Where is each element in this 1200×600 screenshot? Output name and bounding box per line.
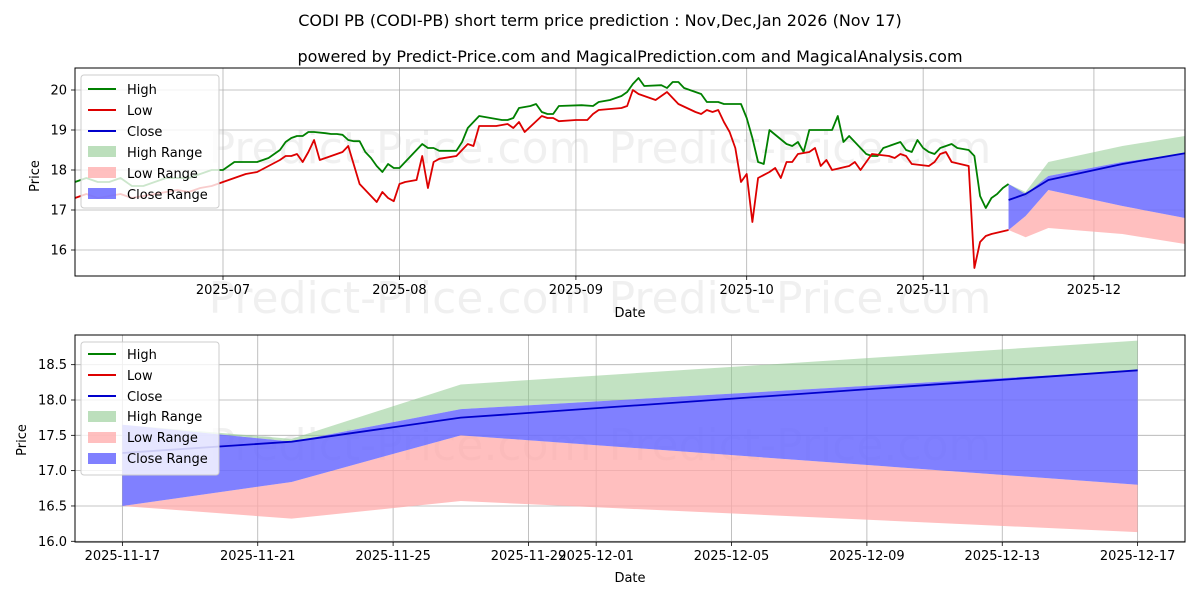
x-tick-label: 2025-09: [549, 283, 603, 298]
y-axis-ticks: 16 17 18 19 20: [50, 84, 75, 259]
legend-label-high: High: [127, 348, 157, 363]
legend: High Low Close High Range Low Range Clos…: [80, 341, 220, 476]
legend-label-close-range: Close Range: [127, 188, 208, 203]
x-tick-label: 2025-12-01: [558, 549, 634, 564]
low-range-band: [1008, 190, 1185, 244]
x-tick-label: 2025-12-17: [1100, 549, 1176, 564]
y-tick-label: 18.5: [38, 358, 67, 373]
y-tick-label: 17.5: [38, 429, 67, 444]
y-tick-label: 16.5: [38, 499, 67, 514]
x-axis-ticks: 2025-07 2025-08 2025-09 2025-10 2025-11 2025-…: [196, 276, 1121, 298]
x-tick-label: 2025-12: [1067, 283, 1121, 298]
range-bands: [1008, 136, 1185, 244]
series-lines: [74, 77, 1186, 269]
plot-frame: [74, 67, 1186, 277]
legend-swatch-low-range: [88, 432, 116, 443]
x-tick-label: 2025-08: [372, 283, 426, 298]
legend-label-close: Close: [127, 390, 162, 405]
x-tick-label: 2025-12-13: [964, 549, 1040, 564]
x-axis-label: Date: [614, 571, 645, 586]
watermark-text: Predict-Price.com: [609, 123, 992, 174]
legend-label-close-range: Close Range: [127, 452, 208, 467]
low-series-line: [74, 89, 1009, 269]
y-axis-ticks: 16.0 16.5 17.0 17.5 18.0 18.5: [38, 358, 75, 550]
legend-swatch-close-range: [88, 453, 116, 464]
chart-title: CODI PB (CODI-PB) short term price predi…: [298, 11, 901, 30]
close-range-band: [122, 370, 1138, 506]
legend-label-low-range: Low Range: [127, 167, 198, 182]
y-tick-label: 17: [50, 204, 67, 219]
y-tick-label: 17.0: [38, 464, 67, 479]
legend-label-low: Low: [127, 369, 153, 384]
history-panel: Predict-Price.com Predict-Price.com Pred…: [28, 67, 1186, 324]
x-axis-ticks: 2025-11-17 2025-11-21 2025-11-25 2025-11-29…: [85, 542, 1176, 564]
y-axis-label: Price: [28, 160, 43, 192]
legend: High Low Close High Range Low Range Clos…: [80, 74, 220, 209]
legend-swatch-high-range: [88, 411, 116, 422]
x-tick-label: 2025-11-29: [491, 549, 567, 564]
y-tick-label: 20: [50, 84, 67, 99]
legend-label-high: High: [127, 83, 157, 98]
low-range-band: [122, 435, 1138, 533]
y-tick-label: 19: [50, 124, 67, 139]
forecast-panel: Predict-Price.com Predict-Price.com 2025…: [15, 334, 1186, 586]
y-axis-label: Price: [15, 424, 30, 456]
plot-frame: [74, 334, 1186, 543]
y-tick-label: 16: [50, 244, 67, 259]
watermark-text: Predict-Price.com: [209, 273, 592, 324]
x-tick-label: 2025-11: [896, 283, 950, 298]
x-tick-label: 2025-07: [196, 283, 250, 298]
legend-label-low-range: Low Range: [127, 431, 198, 446]
x-tick-label: 2025-10: [720, 283, 774, 298]
high-range-band: [122, 340, 1138, 442]
close-range-band: [1008, 153, 1185, 230]
x-tick-label: 2025-12-09: [829, 549, 905, 564]
watermark-group: Predict-Price.com Predict-Price.com Pred…: [209, 123, 992, 324]
x-tick-label: 2025-11-17: [85, 549, 161, 564]
chart-subtitle: powered by Predict-Price.com and Magical…: [297, 47, 962, 66]
close-series-line: [1008, 152, 1186, 201]
watermark-text: Predict-Price.com: [209, 123, 592, 174]
x-tick-label: 2025-12-05: [694, 549, 770, 564]
legend-label-high-range: High Range: [127, 410, 202, 425]
y-tick-label: 16.0: [38, 535, 67, 550]
legend-swatch-high-range: [88, 146, 116, 157]
watermark-text: Predict-Price.com: [609, 273, 992, 324]
high-range-band: [1008, 136, 1185, 198]
range-bands: [122, 340, 1138, 533]
y-tick-label: 18: [50, 164, 67, 179]
legend-swatch-close-range: [88, 188, 116, 199]
x-axis-label: Date: [614, 306, 645, 321]
high-series-line: [74, 77, 1010, 209]
x-tick-label: 2025-11-25: [355, 549, 431, 564]
legend-label-close: Close: [127, 125, 162, 140]
x-tick-label: 2025-11-21: [220, 549, 296, 564]
legend-label-high-range: High Range: [127, 146, 202, 161]
legend-swatch-low-range: [88, 167, 116, 178]
y-tick-label: 18.0: [38, 393, 67, 408]
legend-label-low: Low: [127, 104, 153, 119]
